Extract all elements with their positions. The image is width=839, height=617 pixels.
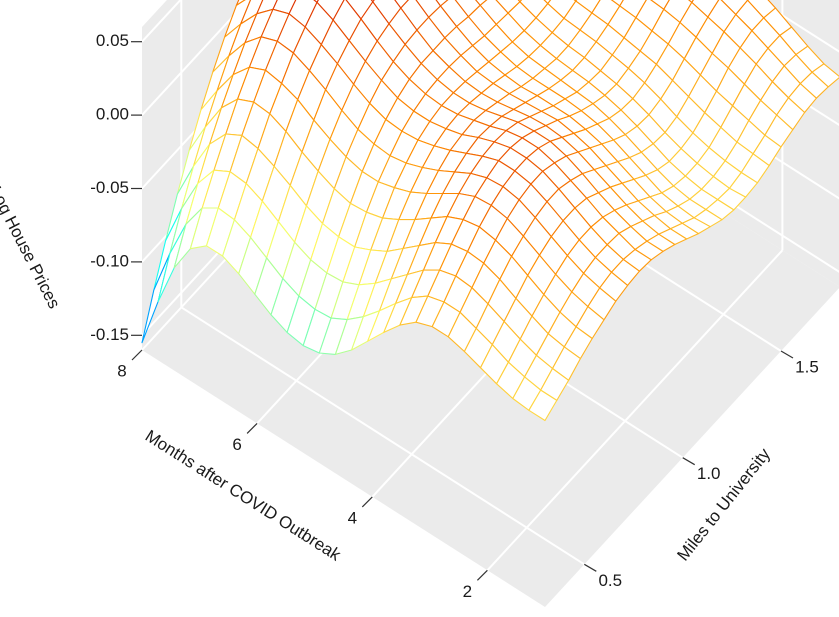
y-tick [131, 349, 143, 361]
wall-grid-z-left [141, 0, 250, 116]
y-tick [246, 422, 258, 434]
z-tick-label: 0.05 [96, 31, 129, 50]
y-tick [476, 569, 488, 581]
y-tick-label: 4 [348, 508, 357, 527]
x-tick-label: 1.0 [697, 464, 721, 483]
z-tick-label: 0.00 [96, 105, 129, 124]
y-tick-label: 8 [117, 361, 126, 380]
z-axis-title: Log House Prices [0, 183, 64, 311]
floor-grid-x [180, 306, 585, 566]
y-tick-label: 2 [463, 582, 472, 601]
surface-cell [435, 0, 449, 7]
x-tick-label: 0.5 [598, 571, 622, 590]
x-tick [682, 457, 696, 466]
x-tick [583, 563, 597, 572]
surface-cell [394, 0, 410, 9]
axis-ticks: 0.05 0.00 -0.05 -0.10 -0.15 2 4 6 8 0.5 1.0 1.5 [90, 31, 819, 601]
surface-mesh [141, 0, 839, 422]
surface-cell [475, 0, 488, 6]
x-axis-title: Miles to University [673, 444, 774, 564]
z-tick-label: -0.10 [90, 251, 129, 270]
x-tick [780, 350, 794, 359]
z-tick-label: -0.05 [90, 178, 129, 197]
z-tick-label: -0.15 [90, 325, 129, 344]
y-tick [361, 496, 373, 508]
floor-grid-y [486, 249, 784, 571]
x-tick-label: 1.5 [795, 357, 819, 376]
surface-cell [528, 389, 558, 422]
y-tick-label: 6 [232, 435, 241, 454]
